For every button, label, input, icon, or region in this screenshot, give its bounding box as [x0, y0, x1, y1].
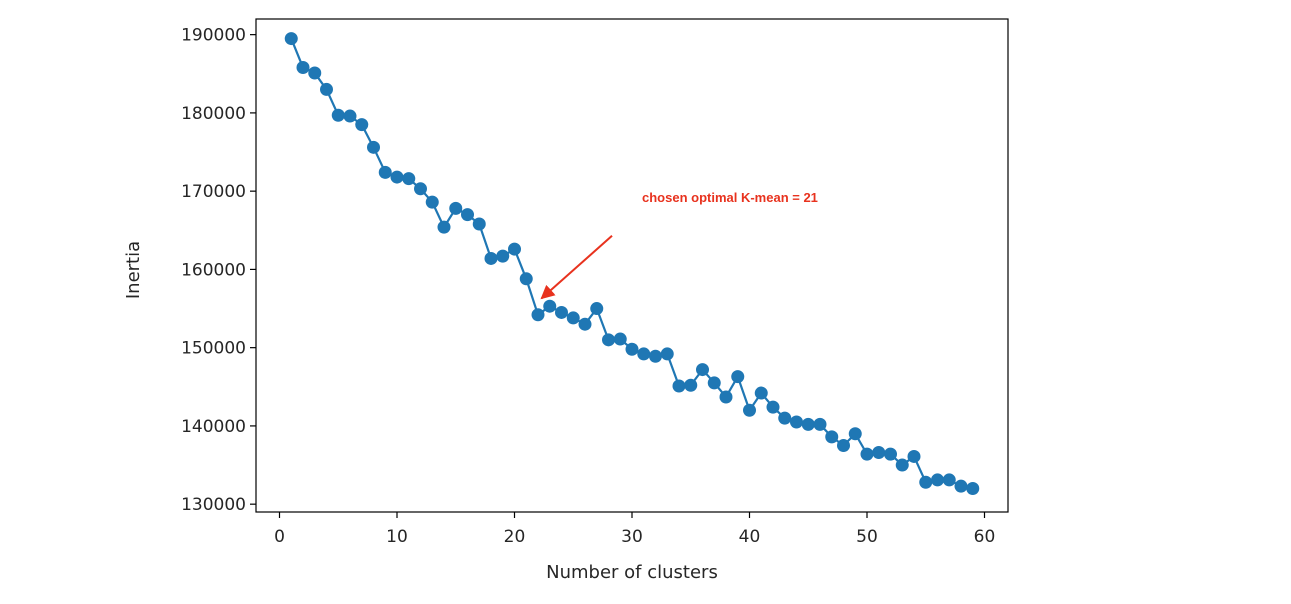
- data-point: [496, 249, 510, 263]
- data-point: [790, 415, 803, 429]
- data-point: [461, 208, 474, 222]
- data-point: [437, 220, 451, 234]
- data-point: [837, 438, 850, 452]
- data-point: [707, 376, 721, 390]
- x-tick-label: 30: [621, 527, 643, 547]
- data-point: [719, 390, 733, 404]
- data-point: [508, 242, 521, 256]
- annotation: chosen optimal K-mean = 21: [540, 190, 818, 300]
- data-point: [848, 427, 862, 441]
- x-tick-label: 10: [386, 527, 408, 547]
- data-point: [613, 332, 627, 346]
- data-point: [378, 165, 392, 179]
- data-point: [731, 370, 745, 384]
- y-tick-label: 140000: [181, 417, 246, 437]
- x-axis-label: Number of clusters: [546, 562, 718, 583]
- data-point: [367, 140, 380, 154]
- data-point: [331, 108, 345, 122]
- data-point: [414, 182, 427, 196]
- data-point: [625, 342, 639, 356]
- data-point: [590, 302, 604, 316]
- data-point: [907, 449, 921, 463]
- data-point: [296, 61, 310, 75]
- plot-area: [255, 18, 1009, 513]
- annotation-text: chosen optimal K-mean = 21: [642, 190, 818, 205]
- x-tick-label: 50: [856, 527, 878, 547]
- data-point: [884, 447, 897, 461]
- x-axis: 0 10 20 30 40 50 60: [274, 512, 995, 547]
- y-tick-label: 150000: [181, 339, 246, 359]
- y-tick-label: 160000: [181, 260, 246, 280]
- data-point: [895, 458, 909, 472]
- y-tick-label: 190000: [181, 26, 246, 46]
- data-point: [754, 386, 768, 400]
- data-point: [531, 308, 545, 322]
- data-point: [320, 82, 333, 96]
- data-point: [931, 473, 944, 487]
- annotation-arrow: [540, 235, 613, 300]
- data-point: [390, 170, 404, 184]
- data-point: [672, 379, 686, 393]
- series-layer: [284, 32, 980, 496]
- data-point: [402, 172, 416, 186]
- data-point: [566, 311, 580, 325]
- data-point: [813, 417, 827, 431]
- data-point: [449, 201, 463, 215]
- data-point: [942, 473, 956, 487]
- data-point: [872, 446, 886, 460]
- data-point: [519, 272, 533, 286]
- data-point: [355, 118, 369, 132]
- data-point: [472, 217, 486, 231]
- y-tick-label: 130000: [181, 495, 246, 515]
- y-tick-label: 170000: [181, 182, 246, 202]
- x-tick-label: 0: [274, 527, 285, 547]
- data-point: [343, 109, 357, 123]
- data-point: [543, 299, 557, 313]
- x-tick-label: 40: [739, 527, 761, 547]
- data-point: [743, 403, 756, 417]
- data-point: [778, 411, 792, 425]
- data-point: [860, 447, 874, 461]
- data-point: [578, 317, 592, 331]
- y-tick-label: 180000: [181, 104, 246, 124]
- data-point: [555, 305, 568, 319]
- data-point: [637, 347, 651, 361]
- data-point: [766, 400, 780, 414]
- data-point: [825, 430, 839, 444]
- data-point: [954, 479, 968, 493]
- data-point: [602, 333, 615, 347]
- data-point: [284, 32, 298, 46]
- data-point: [801, 417, 815, 431]
- data-point: [649, 349, 662, 363]
- data-point: [484, 251, 498, 265]
- x-tick-label: 20: [504, 527, 526, 547]
- data-point: [660, 347, 674, 361]
- x-tick-label: 60: [974, 527, 996, 547]
- data-point: [684, 378, 698, 392]
- data-point: [919, 475, 933, 489]
- data-point: [696, 363, 709, 377]
- y-axis-label: Inertia: [123, 241, 144, 299]
- data-point: [966, 482, 980, 496]
- data-point: [425, 195, 439, 209]
- y-axis: 130000 140000 150000 160000 170000 180000 1900…: [181, 26, 256, 515]
- data-point: [308, 66, 322, 80]
